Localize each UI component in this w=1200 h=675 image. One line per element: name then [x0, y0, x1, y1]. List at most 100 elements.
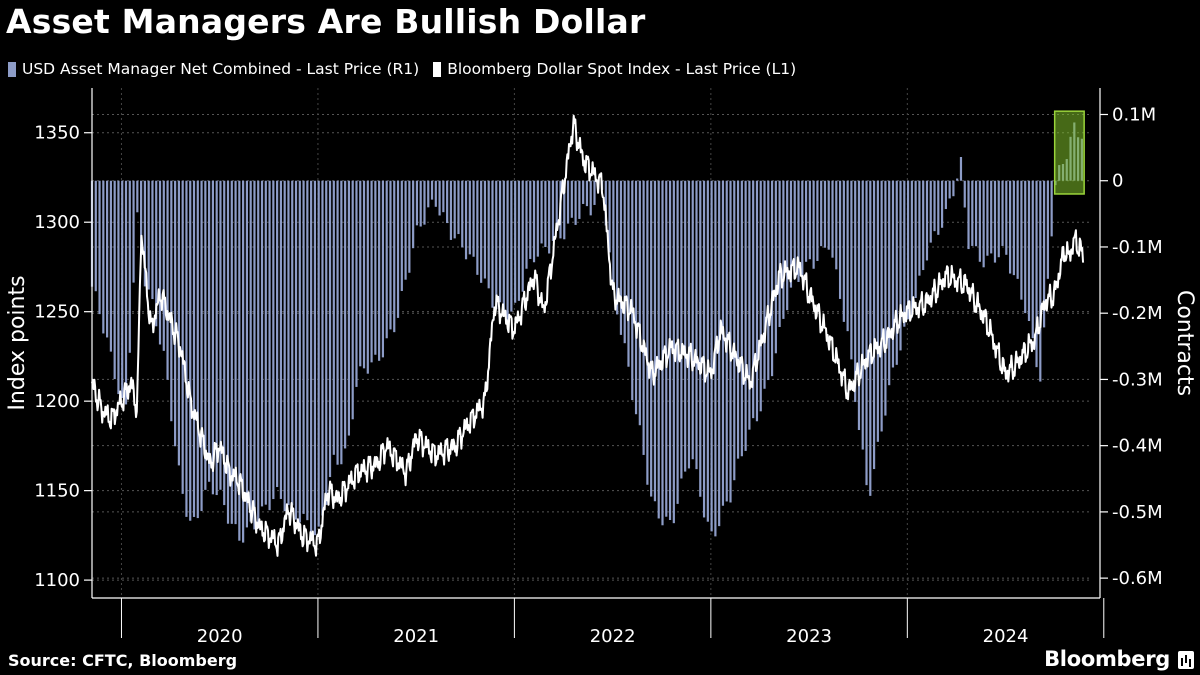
bar: [971, 180, 974, 246]
bar: [808, 180, 811, 260]
bar: [589, 180, 592, 216]
bar: [151, 180, 154, 300]
right-tick-label: -0.4M: [1112, 436, 1163, 457]
bar: [903, 180, 906, 327]
bar: [393, 180, 396, 333]
bar: [857, 180, 861, 431]
bar: [820, 180, 823, 247]
bar: [136, 180, 139, 213]
bar: [298, 180, 301, 523]
bar: [162, 180, 165, 351]
bar: [801, 180, 804, 279]
bar: [872, 180, 876, 470]
bar: [653, 180, 657, 502]
bar: [495, 180, 498, 310]
right-tick-label: 0: [1112, 171, 1123, 192]
bar: [170, 180, 173, 422]
bar: [755, 180, 759, 422]
bar: [937, 180, 940, 235]
bar: [412, 180, 415, 249]
bar: [158, 180, 162, 345]
bar: [491, 180, 494, 308]
year-tick-label: 2020: [197, 626, 243, 647]
bar: [253, 180, 256, 530]
legend-label-dollar-index: Bloomberg Dollar Spot Index - Last Price…: [447, 60, 797, 78]
bar: [563, 180, 566, 240]
bar: [585, 180, 589, 207]
bar: [117, 180, 120, 395]
highlight-box: [1053, 110, 1085, 195]
bar: [204, 180, 207, 490]
left-tick-label: 1100: [34, 570, 80, 591]
bar: [854, 180, 857, 402]
bar: [472, 180, 475, 257]
bar: [718, 180, 721, 527]
bar: [344, 180, 347, 449]
bar: [415, 180, 419, 226]
bar: [650, 180, 653, 497]
bar: [366, 180, 369, 374]
bar: [109, 180, 112, 352]
bar: [189, 180, 192, 521]
chart-title: Asset Managers Are Bullish Dollar: [6, 2, 646, 41]
bar: [574, 180, 577, 225]
bar: [400, 180, 403, 292]
bar: [283, 180, 286, 512]
bar: [502, 180, 505, 312]
bar: [695, 180, 698, 470]
left-tick-label: 1250: [34, 302, 80, 323]
bar: [812, 180, 815, 269]
bar: [767, 180, 770, 381]
bar: [990, 180, 993, 254]
bar: [461, 180, 464, 248]
bar: [680, 180, 683, 479]
bar: [906, 180, 910, 320]
bar: [498, 180, 502, 303]
bar: [967, 180, 970, 250]
bar: [226, 180, 230, 524]
bar: [234, 180, 237, 525]
bar: [514, 180, 517, 303]
bar: [487, 180, 490, 289]
bar: [816, 180, 819, 261]
bar: [480, 180, 483, 283]
bar: [1005, 180, 1008, 255]
legend-item-dollar-index: Bloomberg Dollar Spot Index - Last Price…: [433, 60, 796, 78]
bar: [124, 180, 128, 405]
bar: [306, 180, 309, 521]
bar: [774, 180, 777, 354]
bar: [294, 180, 298, 520]
bar: [623, 180, 626, 344]
bar: [457, 180, 460, 235]
bloomberg-logo: Bloomberg: [1044, 647, 1170, 671]
bar: [1039, 180, 1042, 382]
bar: [631, 180, 634, 401]
bar: [430, 180, 434, 200]
bar: [684, 180, 687, 472]
bar: [638, 180, 641, 426]
bar: [208, 180, 211, 482]
bar: [268, 180, 271, 511]
bar: [910, 180, 913, 318]
bar: [963, 180, 966, 208]
bar: [1008, 180, 1012, 274]
left-tick-label: 1300: [34, 212, 80, 233]
bar: [351, 180, 354, 420]
bar: [721, 180, 725, 506]
bar: [668, 180, 672, 521]
bar: [385, 180, 388, 339]
bar: [102, 180, 105, 334]
bar: [355, 180, 358, 387]
bar: [1031, 180, 1034, 339]
bar: [922, 180, 925, 271]
year-tick-label: 2022: [590, 626, 636, 647]
bar: [442, 180, 445, 213]
bar: [106, 180, 109, 338]
bar: [506, 180, 509, 322]
left-tick-label: 1200: [34, 391, 80, 412]
bar: [646, 180, 649, 485]
bar: [177, 180, 180, 466]
bar: [699, 180, 702, 497]
bar: [702, 180, 706, 518]
bar: [616, 180, 619, 315]
